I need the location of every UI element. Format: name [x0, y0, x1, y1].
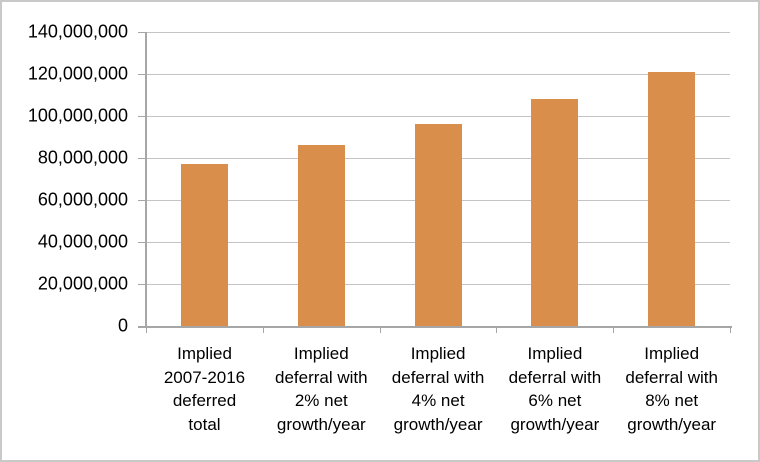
- gridline: [146, 74, 730, 75]
- bar: [414, 124, 462, 326]
- y-tick: [138, 158, 146, 159]
- x-category-label-line: 8% net: [645, 391, 699, 410]
- x-tick: [262, 328, 264, 333]
- x-category-label-line: deferral with: [391, 367, 485, 387]
- x-category-label: Implied 2007-2016 deferred total: [146, 342, 263, 436]
- x-category-label: Implied deferral with 8% net growth/year: [613, 342, 730, 436]
- x-category-label-line: deferral with: [625, 367, 718, 387]
- x-category-label-line: growth/year: [627, 414, 717, 434]
- x-category-label-line: Implied: [410, 344, 466, 363]
- y-tick-label: 60,000,000: [37, 189, 128, 210]
- y-tick: [138, 74, 146, 75]
- y-tick-label: 120,000,000: [27, 63, 128, 84]
- y-tick: [138, 326, 146, 327]
- x-category-label-line: Implied: [644, 344, 700, 363]
- y-tick-label: 140,000,000: [27, 21, 128, 42]
- y-tick-label: 40,000,000: [37, 231, 128, 252]
- x-tick: [379, 328, 381, 333]
- x-category-label-line: 4% net: [411, 391, 465, 410]
- bar: [648, 71, 696, 326]
- y-tick-label: 0: [117, 315, 128, 336]
- bar: [297, 145, 345, 326]
- y-tick: [138, 32, 146, 33]
- x-category-label-line: total: [188, 414, 221, 434]
- x-category-label-line: growth/year: [276, 414, 366, 434]
- x-tick: [496, 328, 498, 333]
- bar: [531, 99, 579, 326]
- x-category-label-line: Implied: [177, 344, 232, 363]
- y-tick: [138, 242, 146, 243]
- x-category-label-line: 2% net: [294, 391, 348, 410]
- x-tick: [146, 328, 147, 333]
- x-category-label: Implied deferral with 6% net growth/year: [496, 342, 613, 436]
- x-category-label-line: 2007-2016: [163, 367, 246, 387]
- x-category-label-line: deferral with: [508, 367, 602, 387]
- y-tick: [138, 116, 146, 117]
- plot-area: [146, 32, 730, 326]
- x-category-label-line: 6% net: [528, 391, 582, 410]
- x-tick: [730, 328, 731, 333]
- x-category-label-line: deferral with: [274, 367, 368, 387]
- y-axis-line: [145, 32, 147, 328]
- x-category-label-line: Implied: [527, 344, 583, 363]
- x-category-label-line: growth/year: [393, 414, 483, 434]
- bar: [180, 164, 228, 326]
- x-category-label-line: Implied: [293, 344, 349, 363]
- gridline: [146, 116, 730, 117]
- gridline: [146, 32, 730, 33]
- y-tick: [138, 200, 146, 201]
- y-tick: [138, 284, 146, 285]
- y-tick-label: 100,000,000: [27, 105, 128, 126]
- y-tick-label: 80,000,000: [37, 147, 128, 168]
- x-tick: [613, 328, 615, 333]
- x-category-label: Implied deferral with 2% net growth/year: [263, 342, 380, 436]
- x-category-label-line: growth/year: [510, 414, 600, 434]
- y-tick-label: 20,000,000: [37, 273, 128, 294]
- x-category-label-line: deferred: [172, 391, 237, 410]
- x-axis-line: [138, 326, 732, 328]
- x-category-label: Implied deferral with 4% net growth/year: [380, 342, 497, 436]
